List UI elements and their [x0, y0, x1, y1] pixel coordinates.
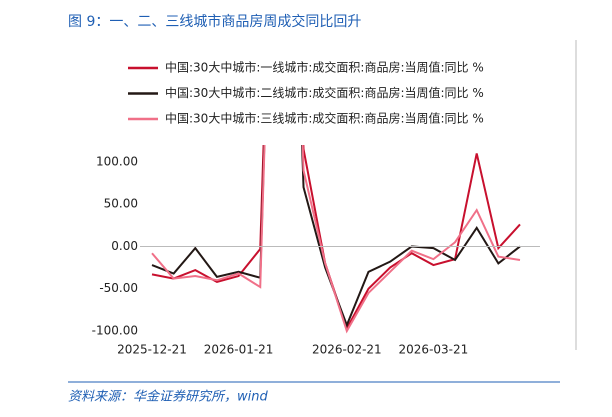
x-tick-label: 2026-01-21	[204, 343, 274, 357]
x-tick-label: 2025-12-21	[117, 343, 187, 357]
legend-label: 中国:30大中城市:三线城市:成交面积:商品房:当周值:同比 %	[165, 111, 484, 126]
x-tick-label: 2026-02-21	[312, 343, 382, 357]
source: 资料来源：华金证券研究所，wind	[68, 389, 268, 405]
plot-area	[151, 145, 521, 334]
y-tick-label: 0.00	[111, 239, 138, 253]
chart-title: 图 9：一、二、三线城市商品房周成交同比回升	[68, 13, 361, 30]
x-tick-label: 2026-03-21	[399, 343, 469, 357]
y-tick-label: -50.00	[99, 281, 138, 295]
series-line	[151, 145, 521, 334]
legend-label: 中国:30大中城市:一线城市:成交面积:商品房:当周值:同比 %	[165, 60, 484, 75]
y-tick-label: 50.00	[104, 197, 138, 211]
y-tick-label: 100.00	[96, 154, 138, 168]
y-tick-label: -100.00	[92, 324, 138, 338]
legend-label: 中国:30大中城市:二线城市:成交面积:商品房:当周值:同比 %	[165, 85, 484, 100]
